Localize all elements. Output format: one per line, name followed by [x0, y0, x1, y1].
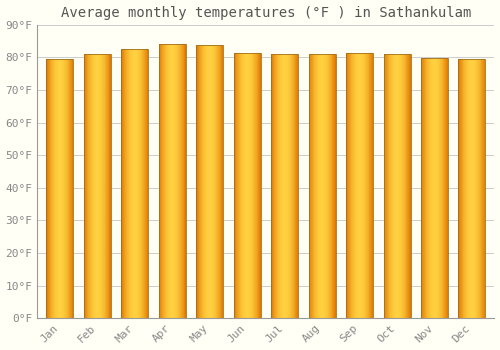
- Bar: [346, 52, 373, 318]
- Bar: [271, 54, 298, 318]
- Bar: [159, 44, 186, 318]
- Bar: [458, 59, 485, 318]
- Bar: [234, 52, 260, 318]
- Title: Average monthly temperatures (°F ) in Sathankulam: Average monthly temperatures (°F ) in Sa…: [60, 6, 471, 20]
- Bar: [46, 59, 74, 318]
- Bar: [84, 54, 111, 318]
- Bar: [122, 49, 148, 318]
- Bar: [384, 54, 410, 318]
- Bar: [421, 58, 448, 318]
- Bar: [196, 45, 223, 318]
- Bar: [308, 54, 336, 318]
